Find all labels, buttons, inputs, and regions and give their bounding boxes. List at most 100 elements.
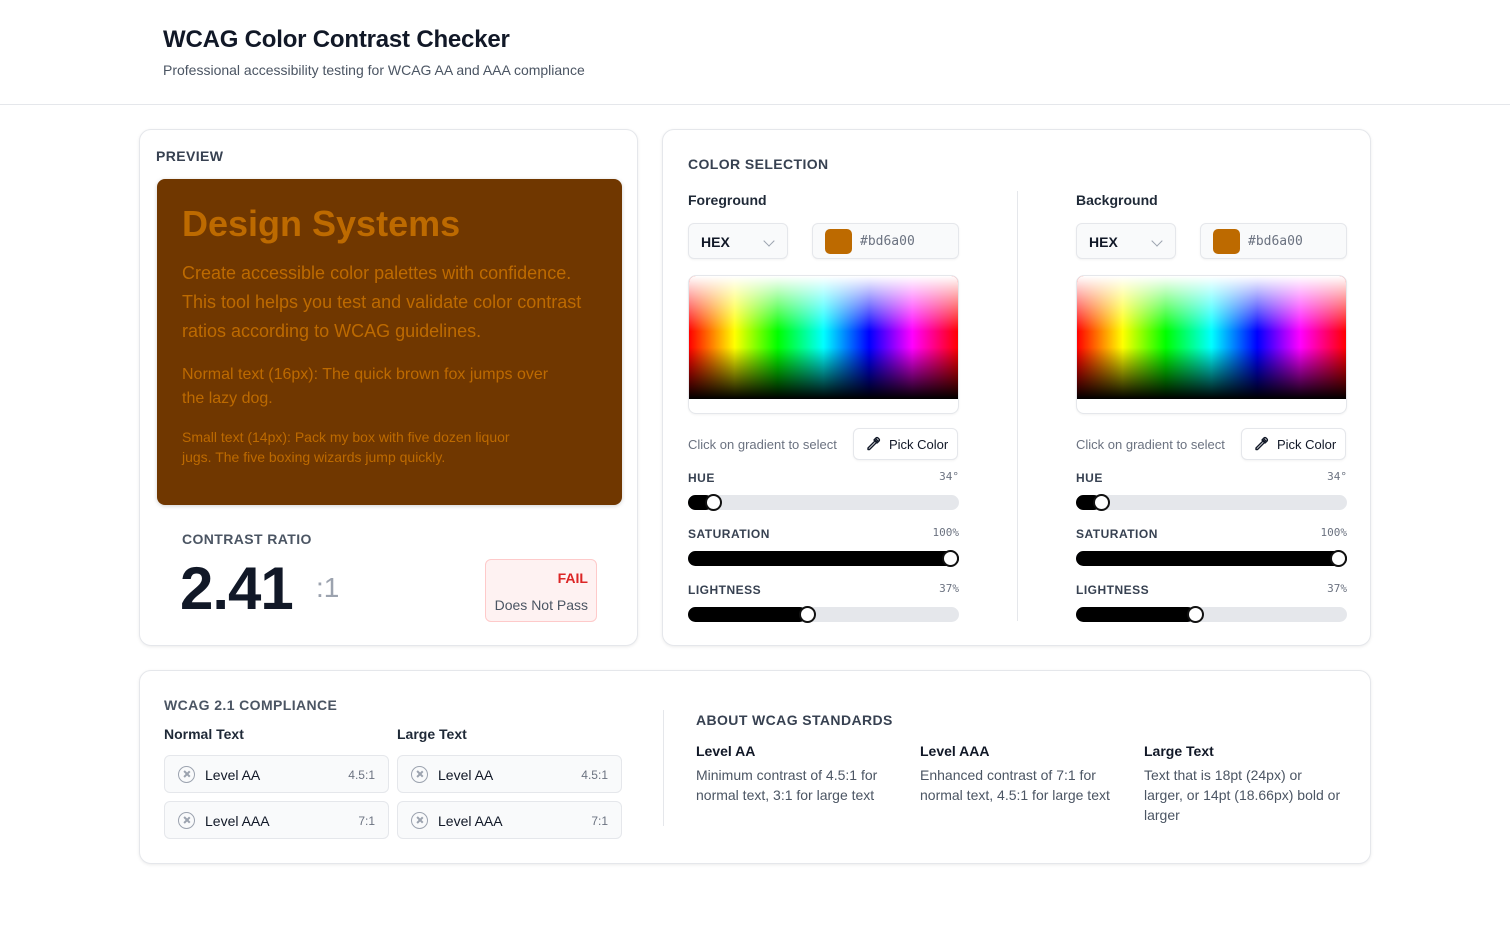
lightness-value: 37%	[939, 582, 959, 595]
lightness-fill	[1076, 607, 1196, 622]
preview-paragraph: Create accessible color palettes with co…	[182, 263, 582, 341]
status-badge-detail: Does Not Pass	[494, 597, 588, 613]
foreground-gradient-picker[interactable]	[688, 275, 959, 414]
lightness-thumb[interactable]	[1187, 606, 1205, 623]
lightness-track[interactable]	[688, 606, 959, 623]
color-selection-card: COLOR SELECTION Foreground HEX #bd6a00 C…	[662, 129, 1371, 646]
saturation-value: 100%	[932, 526, 960, 539]
background-color-swatch[interactable]	[1213, 229, 1240, 254]
foreground-pick-color-button[interactable]: Pick Color	[853, 428, 958, 460]
background-gradient-picker[interactable]	[1076, 275, 1347, 414]
lightness-track[interactable]	[1076, 606, 1347, 623]
eyedropper-icon	[867, 436, 881, 451]
foreground-format-select[interactable]: HEX	[688, 223, 788, 259]
page-title: WCAG Color Contrast Checker	[163, 26, 510, 53]
level-name: Level AA	[438, 767, 494, 783]
background-hex-value: #bd6a00	[1248, 234, 1303, 249]
background-hue-slider[interactable]: HUE 34°	[1076, 470, 1347, 511]
foreground-saturation-slider[interactable]: SATURATION 100%	[688, 526, 960, 567]
hue-track[interactable]	[688, 494, 959, 511]
lightness-fill	[688, 607, 808, 622]
level-requirement: 7:1	[358, 814, 375, 828]
compliance-title: WCAG 2.1 COMPLIANCE	[164, 697, 338, 713]
pick-color-label: Pick Color	[889, 437, 949, 452]
hue-thumb[interactable]	[1093, 494, 1111, 511]
saturation-track[interactable]	[1076, 550, 1347, 567]
status-badge: FAIL Does Not Pass	[485, 559, 597, 622]
lightness-label: LIGHTNESS	[688, 583, 762, 597]
gradient-area[interactable]	[689, 276, 958, 399]
about-item-heading: Level AAA	[920, 743, 990, 759]
format-select-value: HEX	[1089, 234, 1118, 250]
saturation-label: SATURATION	[1076, 527, 1158, 541]
hue-track[interactable]	[1076, 494, 1347, 511]
lightness-label: LIGHTNESS	[1076, 583, 1150, 597]
foreground-color-swatch[interactable]	[825, 229, 852, 254]
about-title: ABOUT WCAG STANDARDS	[696, 712, 893, 728]
about-item-heading: Large Text	[1144, 743, 1214, 759]
about-item-large-text: Large Text Text that is 18pt (24px) or l…	[1144, 743, 1344, 825]
about-item-aa: Level AA Minimum contrast of 4.5:1 for n…	[696, 743, 901, 805]
lightness-value: 37%	[1327, 582, 1347, 595]
level-name: Level AAA	[438, 813, 503, 829]
background-lightness-slider[interactable]: LIGHTNESS 37%	[1076, 582, 1347, 623]
gradient-area[interactable]	[1077, 276, 1346, 399]
background-title: Background	[1076, 192, 1158, 208]
background-format-select[interactable]: HEX	[1076, 223, 1176, 259]
compliance-card: WCAG 2.1 COMPLIANCE Normal Text Large Te…	[139, 670, 1371, 864]
hue-value: 34°	[939, 470, 959, 483]
normal-aaa-result: Level AAA 7:1	[164, 801, 389, 839]
chevron-down-icon	[763, 235, 775, 247]
background-hex-input[interactable]: #bd6a00	[1200, 223, 1347, 259]
saturation-fill	[1076, 551, 1347, 566]
column-divider	[1017, 191, 1018, 621]
section-divider	[663, 710, 664, 826]
foreground-title: Foreground	[688, 192, 767, 208]
color-selection-label: COLOR SELECTION	[688, 156, 829, 172]
about-item-body: Enhanced contrast of 7:1 for normal text…	[920, 767, 1110, 803]
preview-box: Design Systems Create accessible color p…	[157, 179, 622, 505]
saturation-fill	[688, 551, 959, 566]
background-column: Background HEX #bd6a00 Click on gradient…	[1076, 130, 1348, 647]
eyedropper-icon	[1255, 436, 1269, 451]
saturation-track[interactable]	[688, 550, 959, 567]
background-saturation-slider[interactable]: SATURATION 100%	[1076, 526, 1348, 567]
format-select-value: HEX	[701, 234, 730, 250]
hue-thumb[interactable]	[705, 494, 723, 511]
x-circle-icon	[178, 766, 195, 783]
large-aaa-result: Level AAA 7:1	[397, 801, 622, 839]
lightness-thumb[interactable]	[799, 606, 817, 623]
hue-label: HUE	[688, 471, 715, 485]
normal-text-heading: Normal Text	[164, 726, 244, 742]
gradient-hint: Click on gradient to select	[1076, 437, 1225, 452]
pick-color-label: Pick Color	[1277, 437, 1337, 452]
foreground-hex-input[interactable]: #bd6a00	[812, 223, 959, 259]
saturation-thumb[interactable]	[942, 550, 959, 567]
foreground-hue-slider[interactable]: HUE 34°	[688, 470, 959, 511]
saturation-value: 100%	[1320, 526, 1348, 539]
normal-aa-result: Level AA 4.5:1	[164, 755, 389, 793]
hue-label: HUE	[1076, 471, 1103, 485]
x-circle-icon	[178, 812, 195, 829]
level-requirement: 4.5:1	[581, 768, 608, 782]
foreground-lightness-slider[interactable]: LIGHTNESS 37%	[688, 582, 959, 623]
contrast-ratio-label: CONTRAST RATIO	[182, 531, 312, 547]
contrast-ratio-value: 2.41	[180, 555, 294, 622]
x-circle-icon	[411, 812, 428, 829]
foreground-hex-value: #bd6a00	[860, 234, 915, 249]
page-subtitle: Professional accessibility testing for W…	[163, 62, 585, 78]
about-item-body: Text that is 18pt (24px) or larger, or 1…	[1144, 767, 1341, 823]
level-requirement: 7:1	[591, 814, 608, 828]
background-pick-color-button[interactable]: Pick Color	[1241, 428, 1346, 460]
chevron-down-icon	[1151, 235, 1163, 247]
about-item-body: Minimum contrast of 4.5:1 for normal tex…	[696, 767, 878, 803]
about-item-aaa: Level AAA Enhanced contrast of 7:1 for n…	[920, 743, 1125, 805]
saturation-label: SATURATION	[688, 527, 770, 541]
saturation-thumb[interactable]	[1330, 550, 1347, 567]
status-badge-title: FAIL	[557, 570, 588, 586]
preview-small-text: Small text (14px): Pack my box with five…	[182, 429, 510, 465]
level-name: Level AA	[205, 767, 261, 783]
preview-card: PREVIEW Design Systems Create accessible…	[139, 129, 638, 646]
contrast-ratio-suffix: :1	[316, 572, 340, 603]
preview-normal-text: Normal text (16px): The quick brown fox …	[182, 366, 549, 407]
